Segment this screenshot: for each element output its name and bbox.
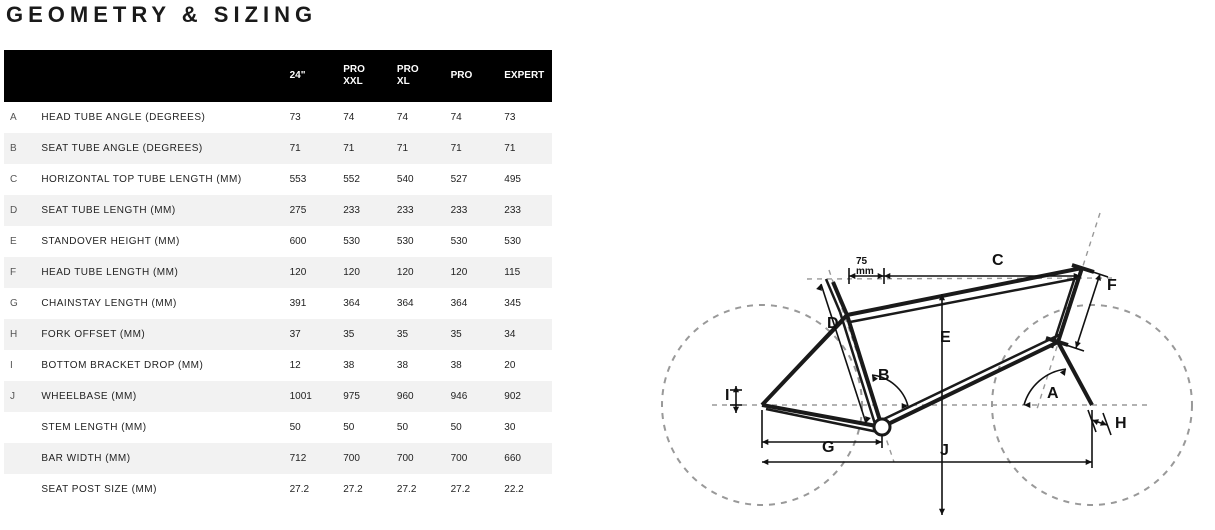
table-row: IBOTTOM BRACKET DROP (MM)1238383820 (4, 350, 552, 381)
col-header: PRO (445, 50, 499, 102)
geometry-diagram: ABCDEFGHIJ75mm (652, 150, 1212, 510)
svg-text:G: G (822, 439, 835, 456)
table-row: HFORK OFFSET (MM)3735353534 (4, 319, 552, 350)
svg-text:C: C (992, 252, 1005, 269)
svg-text:B: B (878, 367, 891, 384)
geometry-table: 24"PROXXLPROXLPROEXPERT AHEAD TUBE ANGLE… (4, 50, 552, 505)
svg-text:A: A (1047, 385, 1060, 402)
svg-text:H: H (1115, 415, 1128, 432)
table-row: GCHAINSTAY LENGTH (MM)391364364364345 (4, 288, 552, 319)
table-row: DSEAT TUBE LENGTH (MM)275233233233233 (4, 195, 552, 226)
svg-text:J: J (940, 442, 950, 459)
table-row: STEM LENGTH (MM)5050505030 (4, 412, 552, 443)
table-row: FHEAD TUBE LENGTH (MM)120120120120115 (4, 257, 552, 288)
svg-text:mm: mm (856, 266, 874, 277)
table-row: SEAT POST SIZE (MM)27.227.227.227.222.2 (4, 474, 552, 505)
svg-text:D: D (827, 315, 840, 332)
table-row: CHORIZONTAL TOP TUBE LENGTH (MM)55355254… (4, 164, 552, 195)
table-row: ESTANDOVER HEIGHT (MM)600530530530530 (4, 226, 552, 257)
table-row: AHEAD TUBE ANGLE (DEGREES)7374747473 (4, 102, 552, 133)
svg-text:E: E (940, 329, 952, 346)
col-header: 24" (284, 50, 338, 102)
col-header: PROXL (391, 50, 445, 102)
table-row: BAR WIDTH (MM)712700700700660 (4, 443, 552, 474)
svg-text:I: I (725, 387, 730, 404)
table-row: JWHEELBASE (MM)1001975960946902 (4, 381, 552, 412)
table-row: BSEAT TUBE ANGLE (DEGREES)7171717171 (4, 133, 552, 164)
col-header: PROXXL (337, 50, 391, 102)
col-header: EXPERT (498, 50, 552, 102)
svg-text:F: F (1107, 277, 1118, 294)
page-title: GEOMETRY & SIZING (6, 2, 1211, 28)
